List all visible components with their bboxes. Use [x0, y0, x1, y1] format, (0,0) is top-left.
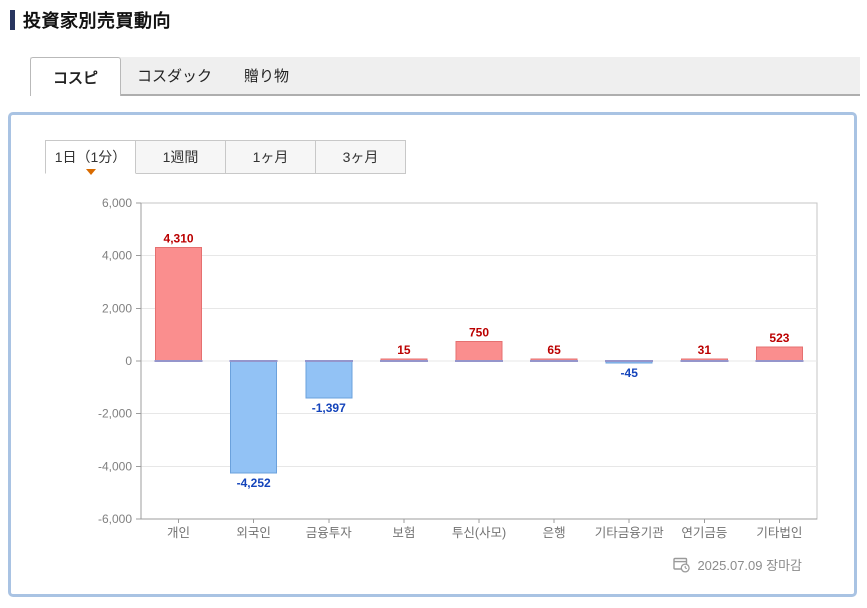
chart-footer: 2025.07.09 장마감 [673, 555, 802, 574]
page-title: 投資家別売買動向 [23, 11, 171, 31]
category-label: 기타금융기관 [595, 526, 665, 540]
period-tab-2[interactable]: 1ヶ月 [225, 140, 316, 174]
bar-value-label: 523 [769, 331, 789, 345]
y-tick-label: 0 [125, 354, 132, 368]
y-tick-label: 2,000 [102, 301, 132, 315]
category-label: 연기금등 [681, 526, 727, 540]
category-label: 보험 [392, 526, 415, 540]
market-tab-0[interactable]: コスピ [30, 57, 122, 96]
bar [155, 247, 203, 362]
title-accent-bar [10, 10, 15, 30]
page-title-row: 投資家別売買動向 [10, 7, 171, 33]
category-label: 금융투자 [306, 526, 353, 540]
y-tick-label: 6,000 [102, 196, 132, 210]
period-tab-3[interactable]: 3ヶ月 [315, 140, 406, 174]
category-label: 외국인 [236, 526, 271, 540]
period-tab-label: 1週間 [162, 149, 199, 165]
market-tab-2[interactable]: 贈り物 [244, 68, 290, 85]
y-tick-label: -6,000 [98, 512, 132, 526]
window-clock-icon [673, 557, 691, 573]
period-tab-label: 3ヶ月 [342, 149, 379, 165]
active-tab-arrow-icon [85, 169, 96, 175]
category-label: 은행 [543, 525, 566, 540]
chart-panel: 1日（1分） 1週間 1ヶ月 3ヶ月 6,000 4,000 2,000 0 -2,000 -4… [8, 112, 857, 597]
period-tab-label: 1ヶ月 [252, 149, 289, 165]
bar-value-label: -1,397 [312, 401, 346, 415]
category-label: 투신(사모) [452, 526, 506, 540]
period-tab-1[interactable]: 1週間 [135, 140, 226, 174]
bar [230, 360, 278, 474]
bar-value-label: 31 [698, 343, 712, 357]
y-tick-label: -4,000 [98, 459, 132, 473]
bar-value-label: 4,310 [164, 232, 194, 246]
bar-chart: 6,000 4,000 2,000 0 -2,000 -4,000 -6,000 4,310 개… [83, 188, 828, 580]
period-tab-0[interactable]: 1日（1分） [45, 140, 136, 175]
period-tabs: 1日（1分） 1週間 1ヶ月 3ヶ月 [45, 140, 406, 175]
period-tab-label: 1日（1分） [54, 149, 127, 165]
market-close-date: 2025.07.09 장마감 [697, 558, 802, 573]
bar-value-label: -45 [621, 366, 639, 380]
y-tick-label: -2,000 [98, 407, 132, 421]
bar [455, 340, 503, 362]
y-tick-label: 4,000 [102, 249, 132, 263]
bar-value-label: -4,252 [237, 476, 271, 490]
market-tab-1[interactable]: コスダック [137, 68, 213, 85]
bar-value-label: 15 [397, 343, 411, 357]
bar-value-label: 65 [547, 343, 561, 357]
bar [755, 346, 803, 362]
category-label: 개인 [167, 526, 190, 540]
category-label: 기타법인 [756, 526, 802, 540]
market-tabstrip: コスピ コスダック 贈り物 [30, 57, 860, 96]
bar-value-label: 750 [469, 325, 489, 339]
bar [305, 360, 353, 399]
